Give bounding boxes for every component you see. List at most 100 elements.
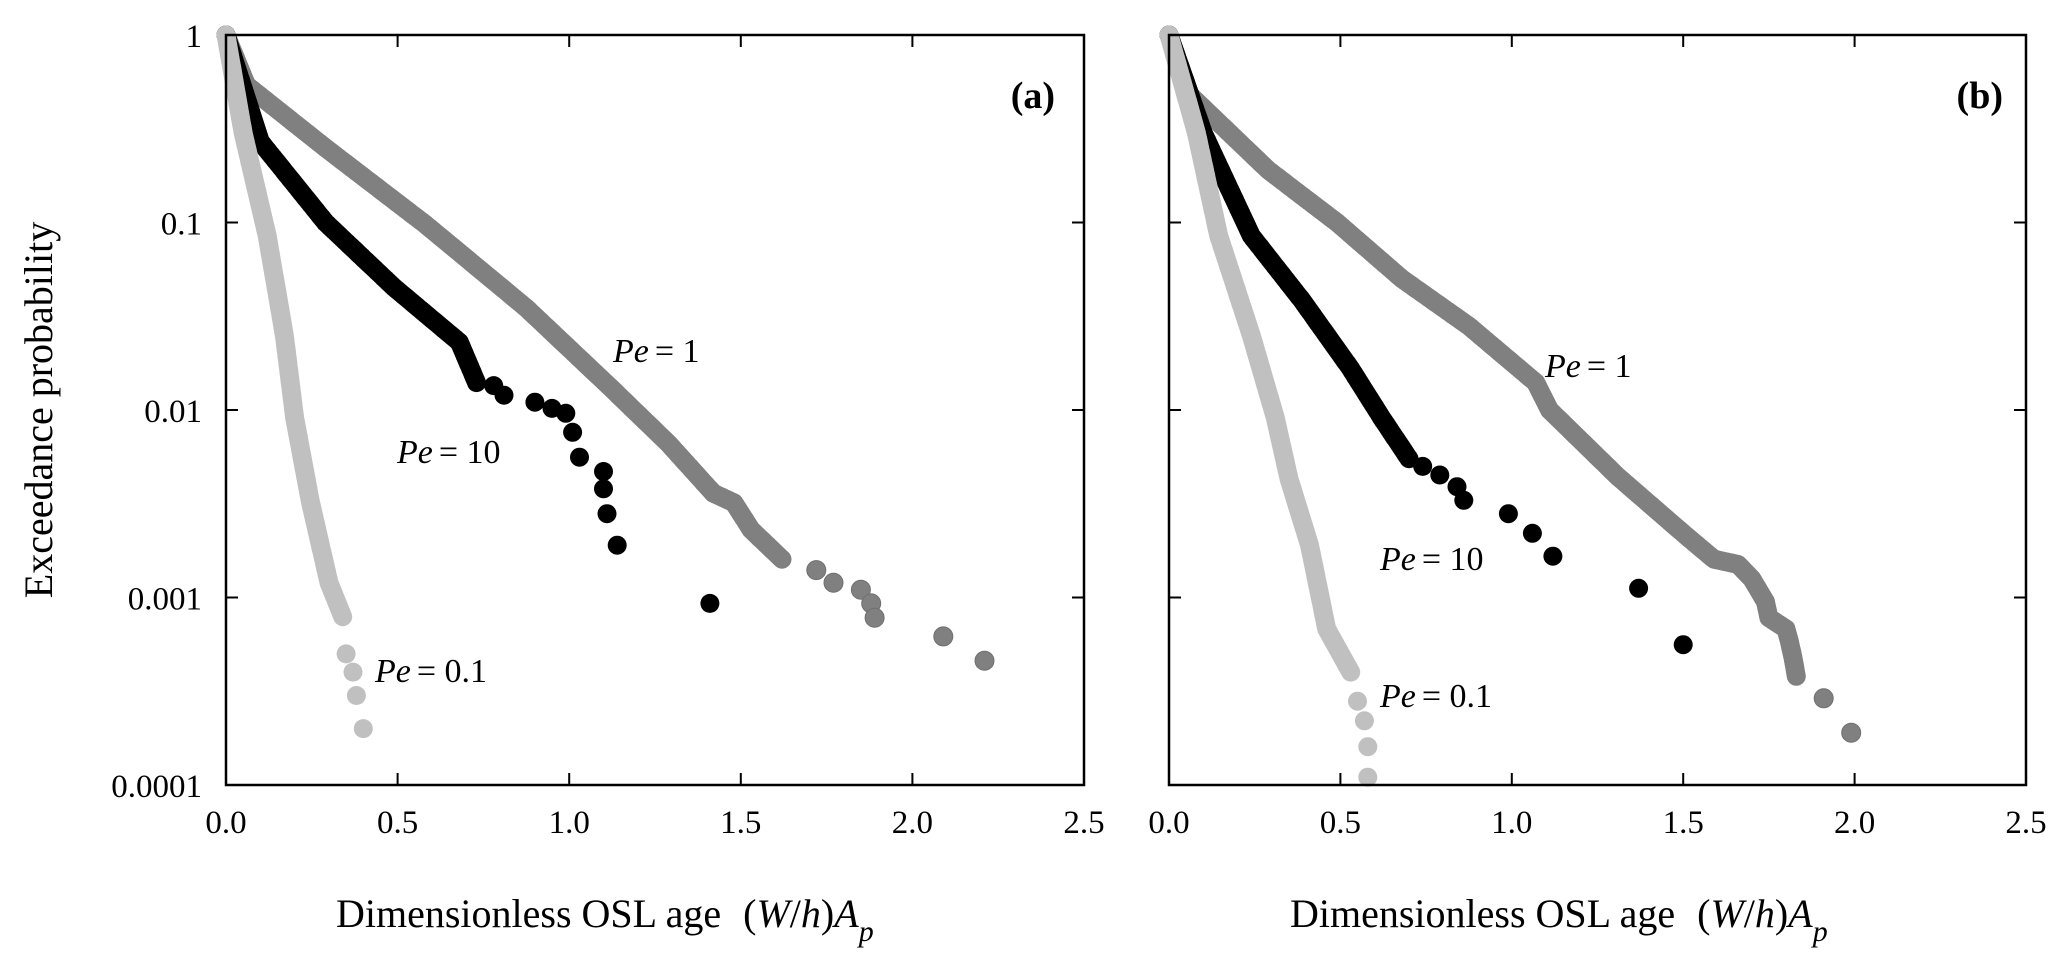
data-point (1629, 578, 1649, 598)
series-pe-0-1 (1159, 25, 1378, 787)
curve-label-pe01-a: Pe = 0.1 (374, 653, 487, 690)
x-axis-title-a: Dimensionless OSL age (W/h)Ap (336, 891, 874, 948)
x-tick-label: 1.5 (720, 805, 761, 841)
y-tick-label: 0.01 (144, 394, 202, 430)
x-axis-math-close: ) (821, 891, 834, 936)
panel-label-a: (a) (1011, 75, 1055, 117)
x-axis-math-slash: / (1744, 891, 1756, 936)
x-tick-label: 2.5 (1063, 805, 1104, 841)
data-point (556, 403, 576, 423)
pe-value: = 10 (439, 434, 501, 471)
data-point (1341, 662, 1361, 682)
data-point (494, 385, 514, 405)
data-point (594, 462, 613, 481)
data-point (850, 579, 871, 600)
data-point (570, 447, 589, 467)
data-point (467, 373, 486, 393)
data-point (1358, 737, 1378, 757)
pe-symbol: Pe (612, 333, 649, 370)
x-axis-math-a: A (1785, 891, 1813, 936)
data-point (823, 572, 844, 593)
x-axis-title-text: Dimensionless OSL age (1290, 891, 1675, 936)
data-point (1522, 523, 1542, 543)
x-axis-math-h: h (1755, 891, 1775, 936)
data-point (1543, 546, 1563, 566)
data-point (1430, 465, 1450, 485)
x-axis-math-a: A (831, 891, 859, 936)
data-point (1454, 490, 1474, 510)
y-tick-label: 0.1 (161, 207, 202, 243)
x-axis-math-open: ( (1697, 891, 1710, 936)
curve-label-pe10-a: Pe = 10 (396, 434, 501, 471)
data-point (1813, 688, 1834, 709)
curve-label-pe10-b: Pe = 10 (1379, 541, 1484, 578)
x-axis-math-sub: p (1811, 915, 1828, 948)
x-axis-math-slash: / (790, 891, 802, 936)
curve-label-pe01-b: Pe = 0.1 (1379, 678, 1492, 715)
x-tick-label: 1.0 (1491, 805, 1532, 841)
data-point (864, 607, 885, 628)
x-tick-label: 2.0 (1834, 805, 1875, 841)
data-point (700, 593, 720, 613)
data-point (806, 560, 827, 581)
x-axis-title-b: Dimensionless OSL age (W/h)Ap (1290, 891, 1828, 948)
panel-b: 0.0 0.5 1.0 1.5 2.0 2.5 (b) Pe = 1 Pe = 10 Pe = … (1148, 25, 2047, 948)
ticks-b: 0.0 0.5 1.0 1.5 2.0 2.5 (1148, 35, 2047, 841)
x-axis-math-open: ( (743, 891, 756, 936)
x-axis-math-w: W (1710, 891, 1747, 936)
panel-label-b: (b) (1957, 75, 2003, 117)
plot-frame-b (1167, 33, 2028, 787)
data-point (1348, 691, 1367, 711)
data-point (1354, 711, 1374, 731)
data-point (1673, 635, 1693, 655)
curve-label-pe1-b: Pe = 1 (1544, 348, 1632, 385)
data-point (1498, 504, 1518, 524)
x-tick-label: 2.5 (2005, 805, 2046, 841)
pe-symbol: Pe (1379, 678, 1416, 715)
pe-symbol: Pe (374, 653, 411, 690)
data-point (343, 662, 363, 682)
panel-a: 0.0 0.5 1.0 1.5 2.0 2.5 1 0.1 0.01 0.001 0.0001 (a… (111, 19, 1104, 948)
pe-symbol: Pe (1544, 348, 1581, 385)
series-layer-a (216, 25, 995, 739)
data-point (933, 626, 954, 647)
series-layer-b (1159, 25, 1862, 787)
curve-label-pe1-a: Pe = 1 (612, 333, 700, 370)
x-tick-label: 0.0 (205, 805, 246, 841)
x-tick-label: 2.0 (892, 805, 933, 841)
pe-symbol: Pe (1379, 541, 1416, 578)
data-point (1413, 456, 1433, 476)
data-point (1358, 767, 1378, 787)
x-axis-math-sub: p (857, 915, 874, 948)
pe-symbol: Pe (396, 434, 433, 471)
data-point (772, 549, 792, 569)
x-tick-label: 0.5 (377, 805, 418, 841)
pe-value: = 0.1 (417, 653, 487, 690)
pe-value: = 1 (655, 333, 700, 370)
series-pe-0-1 (216, 25, 373, 739)
pe-value: = 1 (1587, 348, 1632, 385)
y-tick-label: 1 (186, 19, 203, 55)
x-tick-label: 1.0 (549, 805, 590, 841)
x-axis-math-h: h (801, 891, 821, 936)
x-axis-math-w: W (756, 891, 793, 936)
x-axis-title-text: Dimensionless OSL age (336, 891, 721, 936)
data-point (333, 607, 353, 627)
data-point (594, 479, 613, 499)
pe-value: = 10 (1422, 541, 1484, 578)
y-tick-label: 0.0001 (111, 769, 202, 805)
data-point (597, 504, 617, 524)
data-point (974, 650, 995, 671)
data-point (1786, 666, 1806, 686)
data-point (336, 644, 356, 664)
x-axis-math-close: ) (1775, 891, 1788, 936)
data-point (353, 719, 373, 739)
ticks-a: 0.0 0.5 1.0 1.5 2.0 2.5 1 0.1 0.01 0.001 0.0001 (111, 19, 1104, 841)
x-tick-label: 1.5 (1663, 805, 1704, 841)
data-point (607, 535, 627, 555)
data-point (346, 686, 366, 705)
data-point (525, 392, 545, 412)
x-tick-label: 0.0 (1148, 805, 1189, 841)
y-tick-label: 0.001 (128, 582, 202, 618)
